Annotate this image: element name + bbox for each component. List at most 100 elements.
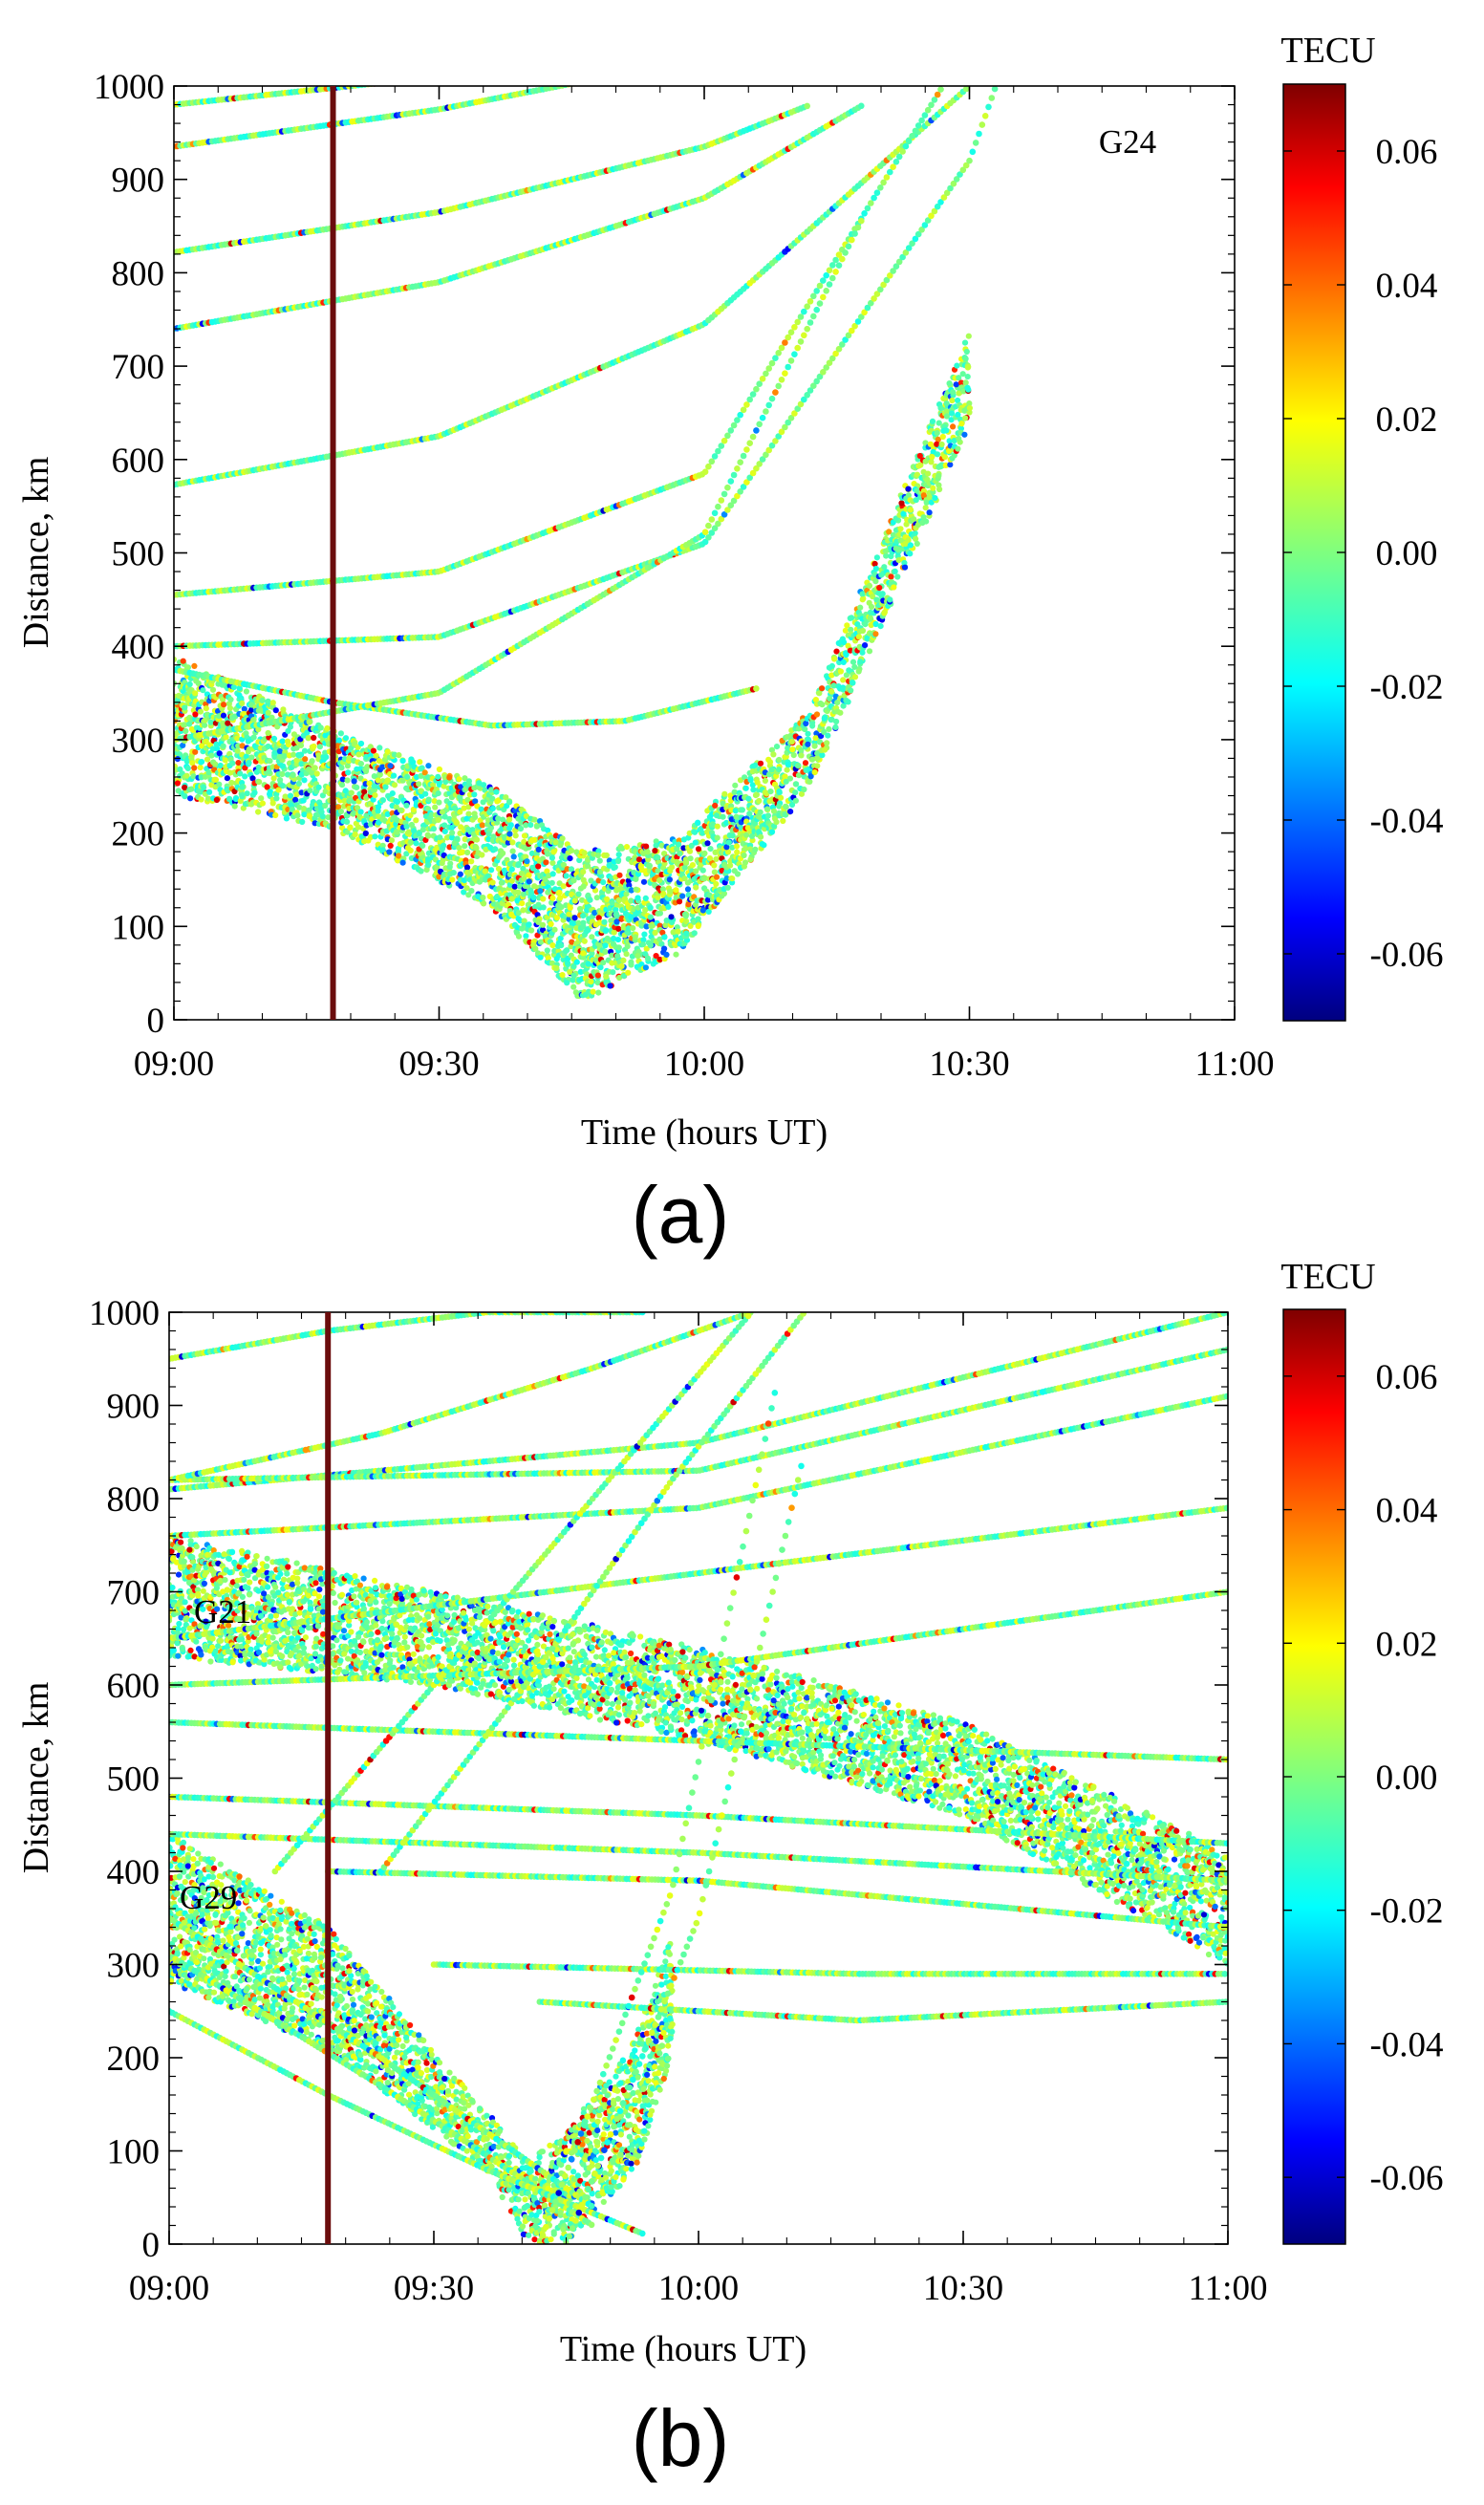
tec-point bbox=[652, 848, 658, 854]
tec-point bbox=[573, 959, 580, 965]
tec-point bbox=[529, 865, 537, 872]
tec-point bbox=[540, 896, 547, 902]
tec-point bbox=[535, 918, 542, 926]
tec-point bbox=[575, 79, 582, 86]
tec-point bbox=[965, 333, 972, 339]
tec-point bbox=[447, 72, 454, 78]
tec-point bbox=[302, 756, 309, 763]
tec-point bbox=[531, 836, 538, 843]
tec-point bbox=[822, 746, 828, 753]
tec-point bbox=[441, 842, 447, 849]
tec-point bbox=[675, 928, 681, 935]
tec-point bbox=[850, 659, 857, 665]
tec-point bbox=[403, 802, 410, 809]
tec-point bbox=[549, 895, 556, 901]
tec-point bbox=[472, 813, 479, 821]
tec-point bbox=[628, 961, 634, 968]
tec-point bbox=[549, 942, 556, 949]
tec-point bbox=[220, 743, 226, 749]
tec-point bbox=[876, 584, 883, 592]
tec-point bbox=[473, 67, 480, 74]
tec-point bbox=[580, 913, 587, 919]
tec-point bbox=[588, 76, 594, 83]
tec-point bbox=[623, 951, 630, 958]
tec-point bbox=[418, 868, 424, 875]
tec-point bbox=[625, 969, 632, 976]
tec-point bbox=[528, 890, 535, 896]
tec-point bbox=[624, 943, 631, 950]
tec-point bbox=[691, 930, 698, 937]
tec-point bbox=[391, 772, 398, 779]
tec-point bbox=[792, 789, 799, 796]
tec-point bbox=[833, 718, 840, 725]
tec-point bbox=[188, 725, 196, 733]
tec-point bbox=[786, 775, 794, 782]
tec-point bbox=[570, 877, 577, 884]
tec-point bbox=[394, 798, 400, 806]
tec-point bbox=[234, 747, 241, 754]
tec-point bbox=[500, 850, 506, 856]
tec-point bbox=[648, 923, 655, 930]
tec-point bbox=[177, 766, 183, 773]
tec-point bbox=[602, 948, 609, 956]
tec-point bbox=[198, 759, 205, 766]
tec-point bbox=[365, 837, 372, 844]
tec-point bbox=[602, 942, 609, 949]
tec-point bbox=[273, 795, 280, 802]
tec-point bbox=[805, 741, 811, 747]
tec-point bbox=[761, 842, 767, 849]
tec-point bbox=[596, 942, 603, 949]
tec-point bbox=[251, 789, 258, 796]
tec-point bbox=[640, 878, 648, 885]
tec-point bbox=[234, 735, 241, 742]
tec-point bbox=[837, 709, 844, 716]
tec-point bbox=[855, 634, 863, 640]
tec-point bbox=[342, 788, 349, 794]
tec-point bbox=[758, 833, 764, 840]
tec-point bbox=[594, 852, 602, 859]
tec-point bbox=[595, 915, 602, 921]
tec-point bbox=[653, 953, 659, 960]
tec-point bbox=[299, 818, 306, 826]
tec-point bbox=[567, 855, 573, 862]
tec-point bbox=[964, 374, 971, 380]
tec-point bbox=[485, 65, 492, 72]
tec-point bbox=[403, 77, 410, 84]
tec-point bbox=[296, 752, 303, 759]
tec-point bbox=[528, 850, 536, 857]
tec-point bbox=[479, 822, 485, 829]
tec-point bbox=[609, 952, 615, 959]
tec-point bbox=[589, 950, 595, 957]
tec-point bbox=[923, 518, 930, 525]
tec-point bbox=[644, 955, 652, 962]
tec-point bbox=[495, 815, 502, 822]
tec-point bbox=[845, 699, 851, 705]
tec-point bbox=[413, 817, 419, 824]
tec-point bbox=[230, 683, 237, 691]
tec-point bbox=[441, 813, 448, 820]
tec-point bbox=[419, 76, 425, 82]
tec-point bbox=[707, 846, 714, 853]
tec-point bbox=[934, 451, 941, 458]
tec-point bbox=[249, 775, 256, 782]
tec-point bbox=[542, 876, 548, 883]
tec-point bbox=[395, 845, 401, 853]
tec-point bbox=[337, 730, 344, 737]
tec-point bbox=[220, 712, 227, 719]
tec-point bbox=[695, 846, 702, 853]
tec-point bbox=[235, 743, 242, 749]
tec-point bbox=[819, 685, 826, 692]
tec-point bbox=[559, 972, 566, 979]
tec-point bbox=[686, 848, 694, 854]
tec-point bbox=[652, 929, 658, 937]
tec-point bbox=[476, 67, 483, 74]
tec-point bbox=[239, 743, 246, 749]
tec-point bbox=[373, 752, 379, 759]
tec-point bbox=[859, 649, 866, 656]
tec-point bbox=[304, 729, 311, 736]
tec-point bbox=[446, 815, 453, 823]
tec-point bbox=[515, 933, 523, 939]
tec-point bbox=[361, 788, 368, 795]
tec-point bbox=[517, 825, 525, 832]
